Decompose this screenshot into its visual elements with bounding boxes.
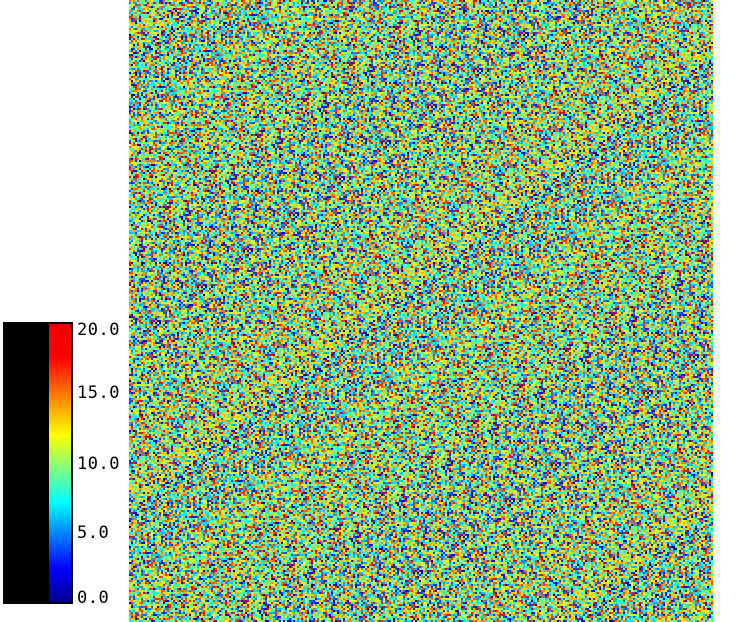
colorbar-tick-label: 5.0 — [77, 523, 110, 543]
colorbar-background-block — [3, 322, 47, 604]
colorbar-tick-label: 10.0 — [77, 454, 120, 474]
colorbar-tick-label: 15.0 — [77, 383, 120, 403]
colorbar-tick-label: 20.0 — [77, 320, 120, 340]
heatmap-image — [129, 0, 713, 622]
colorbar-tick-label: 0.0 — [77, 588, 110, 608]
colorbar-gradient — [47, 322, 73, 604]
